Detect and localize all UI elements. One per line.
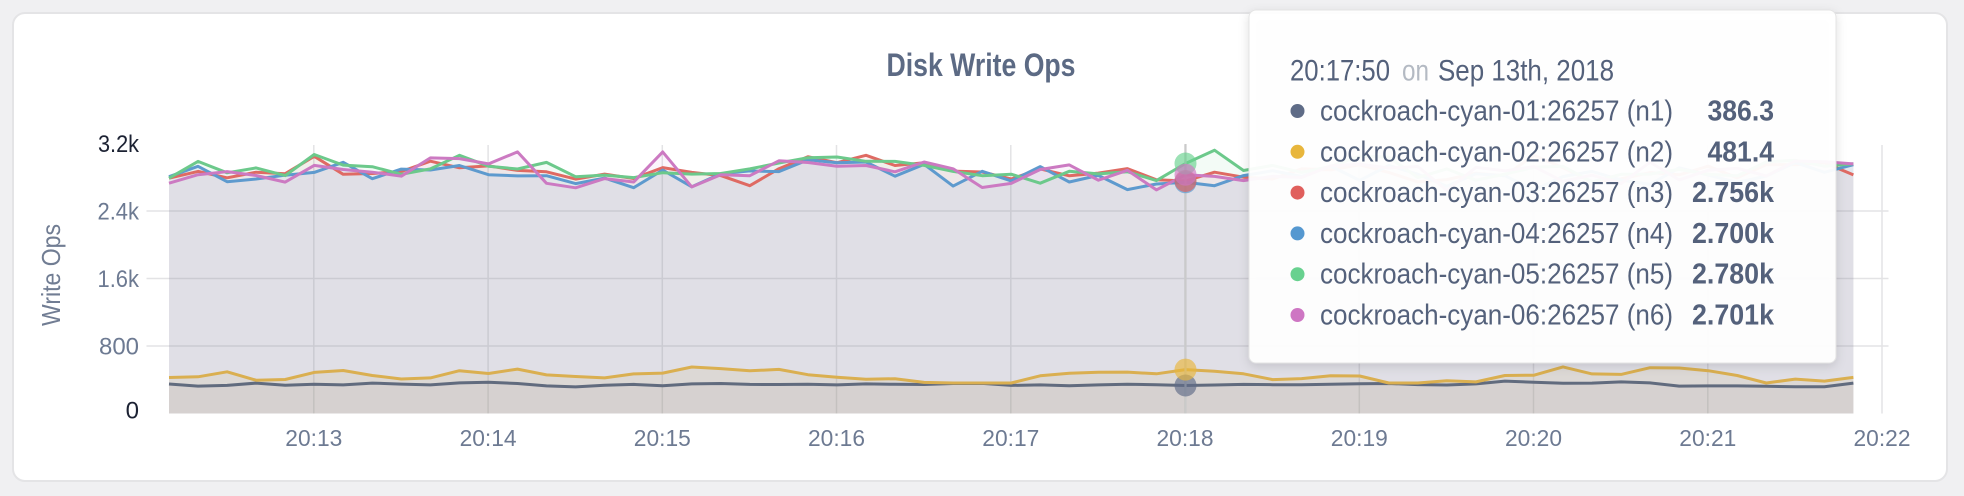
svg-text:20:21: 20:21: [1679, 425, 1736, 451]
svg-text:2.701k: 2.701k: [1692, 300, 1775, 332]
svg-text:1.6k: 1.6k: [98, 266, 140, 293]
svg-text:cockroach-cyan-05:26257 (n5): cockroach-cyan-05:26257 (n5): [1320, 259, 1673, 291]
svg-text:cockroach-cyan-03:26257 (n3): cockroach-cyan-03:26257 (n3): [1320, 177, 1673, 209]
svg-text:cockroach-cyan-04:26257 (n4): cockroach-cyan-04:26257 (n4): [1320, 218, 1673, 250]
svg-text:2.700k: 2.700k: [1692, 218, 1775, 250]
svg-text:Sep 13th, 2018: Sep 13th, 2018: [1438, 55, 1614, 88]
svg-text:20:17:50: 20:17:50: [1290, 55, 1390, 88]
svg-text:Disk Write Ops: Disk Write Ops: [887, 47, 1076, 83]
svg-text:481.4: 481.4: [1708, 136, 1775, 168]
svg-text:20:16: 20:16: [808, 425, 865, 451]
svg-text:800: 800: [99, 334, 139, 361]
svg-text:cockroach-cyan-01:26257 (n1): cockroach-cyan-01:26257 (n1): [1320, 96, 1673, 128]
svg-text:2.756k: 2.756k: [1692, 177, 1775, 209]
svg-text:20:22: 20:22: [1854, 425, 1911, 451]
svg-text:0: 0: [126, 398, 139, 425]
svg-text:cockroach-cyan-06:26257 (n6): cockroach-cyan-06:26257 (n6): [1320, 300, 1673, 332]
svg-text:20:14: 20:14: [460, 425, 517, 451]
svg-text:20:17: 20:17: [982, 425, 1039, 451]
svg-text:on: on: [1402, 55, 1429, 88]
svg-text:Write Ops: Write Ops: [36, 224, 66, 326]
svg-text:20:19: 20:19: [1331, 425, 1388, 451]
svg-text:20:15: 20:15: [634, 425, 691, 451]
svg-text:20:13: 20:13: [285, 425, 342, 451]
svg-text:20:18: 20:18: [1157, 425, 1214, 451]
svg-text:3.2k: 3.2k: [98, 131, 140, 158]
svg-text:20:20: 20:20: [1505, 425, 1562, 451]
svg-text:cockroach-cyan-02:26257 (n2): cockroach-cyan-02:26257 (n2): [1320, 136, 1673, 168]
svg-text:386.3: 386.3: [1708, 96, 1775, 128]
svg-text:2.780k: 2.780k: [1692, 259, 1775, 291]
svg-text:2.4k: 2.4k: [98, 199, 140, 226]
